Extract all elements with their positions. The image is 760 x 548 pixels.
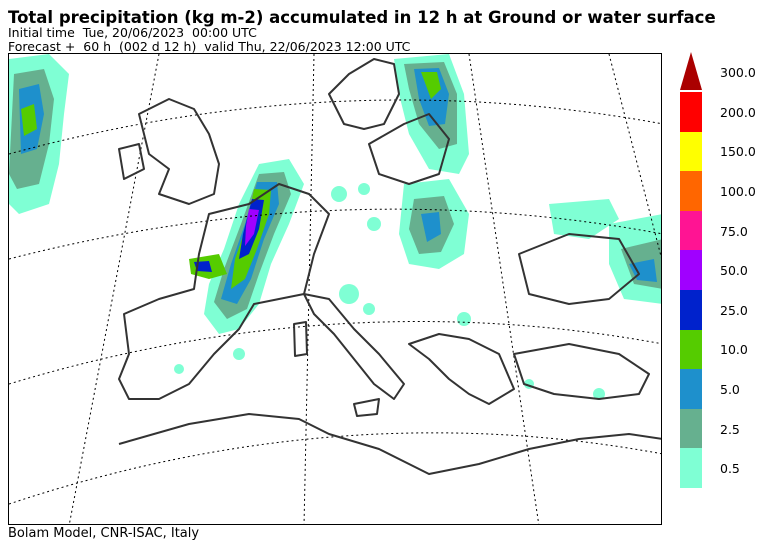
coast-sardinia (293, 321, 308, 357)
colorbar-tick-label: 75.0 (720, 223, 748, 239)
colorbar-tick-label: 100.0 (720, 184, 756, 199)
colorbar-legend (680, 52, 702, 488)
graticule (9, 54, 661, 524)
precip-field-scandinavia (394, 54, 469, 174)
precip-field-france (189, 159, 304, 334)
coast-balkans-greece (408, 333, 515, 405)
forecast-valid-label: Forecast + 60 h (002 d 12 h) valid Thu, … (8, 39, 411, 54)
colorbar-tick-label: 150.0 (720, 144, 756, 160)
coast-baltic (368, 113, 450, 185)
initial-time-label: Initial time Tue, 20/06/2023 00:00 UTC (8, 25, 257, 40)
colorbar-tick-label: 2.5 (720, 421, 740, 437)
map-title: Total precipitation (kg m-2) accumulated… (8, 8, 716, 27)
precipitation-map (8, 53, 662, 525)
colorbar-swatch (680, 171, 702, 211)
colorbar-swatch (680, 408, 702, 449)
coast-north-africa (118, 413, 661, 475)
colorbar-tick-label: 200.0 (720, 104, 756, 120)
coast-turkey (513, 343, 650, 400)
colorbar-tick-label: 50.0 (720, 263, 748, 279)
colorbar-swatch (680, 290, 702, 330)
colorbar-swatch (680, 250, 702, 290)
coast-scandinavia (328, 58, 400, 130)
precip-field-atlantic (9, 54, 69, 214)
coast-italy (303, 293, 405, 400)
colorbar-tick-label: 0.5 (720, 461, 740, 477)
coast-sicily (353, 398, 380, 417)
colorbar-arrow (680, 52, 702, 90)
precip-field-east-europe (399, 179, 469, 269)
colorbar-swatch (680, 92, 702, 132)
colorbar-tick-label: 10.0 (720, 342, 748, 358)
colorbar-arrow-head (680, 52, 702, 90)
coast-ireland (118, 143, 145, 180)
coast-uk (138, 98, 220, 205)
colorbar-swatch (680, 131, 702, 172)
colorbar-tick-label: 300.0 (720, 65, 756, 81)
map-canvas (9, 54, 661, 524)
colorbar-swatch (680, 369, 702, 409)
colorbar-tick-label: 5.0 (720, 382, 740, 397)
colorbar-swatch (680, 210, 702, 251)
coast-black-sea (518, 233, 640, 305)
coast-iberia-france (118, 183, 330, 400)
precip-field-black-sea (549, 199, 661, 304)
coastlines (118, 58, 661, 475)
colorbar-tick-label: 25.0 (720, 302, 748, 318)
colorbar-swatch (680, 329, 702, 370)
colorbar-swatch (680, 448, 702, 488)
model-credit: Bolam Model, CNR-ISAC, Italy (8, 526, 200, 541)
precip-field-scattered (174, 183, 605, 400)
